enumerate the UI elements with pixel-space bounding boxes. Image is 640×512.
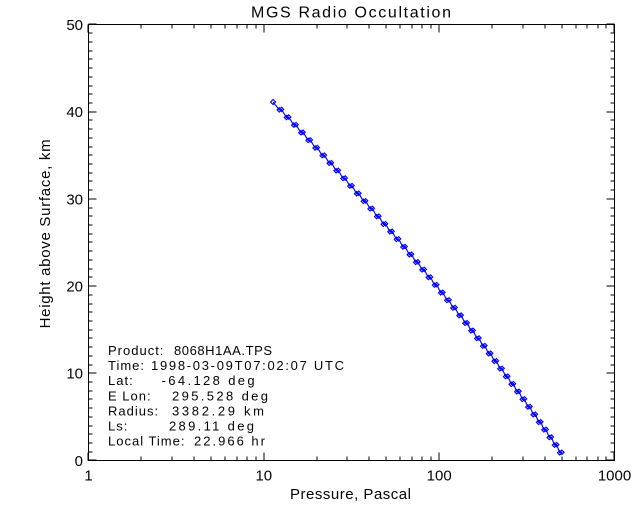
svg-text:0: 0 [75,453,83,470]
svg-text:-64.128 deg: -64.128 deg [162,373,255,388]
svg-text:30: 30 [66,191,83,208]
svg-text:Lat:: Lat: [108,373,134,388]
svg-text:1000: 1000 [598,468,631,485]
svg-text:Ls:: Ls: [108,419,128,434]
svg-text:Local Time:: Local Time: [108,434,185,449]
svg-text:8068H1AA.TPS: 8068H1AA.TPS [174,343,272,358]
svg-text:295.528 deg: 295.528 deg [172,388,268,403]
svg-text:Height above Surface, km: Height above Surface, km [37,139,54,328]
svg-text:10: 10 [255,468,272,485]
svg-text:10: 10 [66,366,83,383]
svg-text:Product:: Product: [108,343,164,358]
svg-text:Pressure, Pascal: Pressure, Pascal [290,486,411,503]
svg-text:100: 100 [427,468,452,485]
svg-text:289.11 deg: 289.11 deg [169,419,254,434]
svg-text:MGS Radio Occultation: MGS Radio Occultation [251,4,451,21]
svg-text:Time:: Time: [108,358,145,373]
svg-text:1: 1 [84,468,92,485]
svg-text:22.966 hr: 22.966 hr [194,434,266,449]
svg-text:3382.29 km: 3382.29 km [172,403,264,418]
svg-text:40: 40 [66,104,83,121]
svg-text:20: 20 [66,279,83,296]
svg-text:Radius:: Radius: [108,403,159,418]
svg-text:1998-03-09T07:02:07 UTC: 1998-03-09T07:02:07 UTC [151,358,344,373]
svg-text:E Lon:: E Lon: [108,388,152,403]
svg-text:50: 50 [66,17,83,34]
